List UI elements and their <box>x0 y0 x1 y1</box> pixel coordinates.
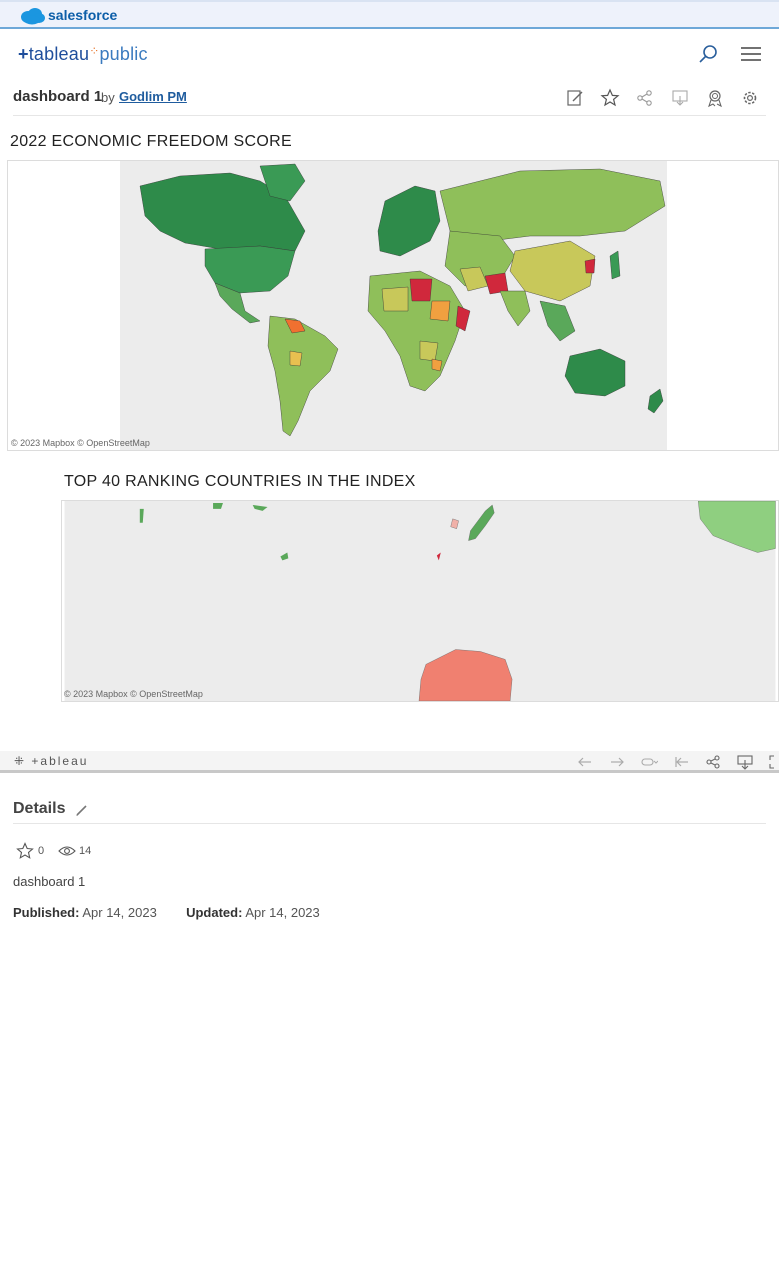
viz-title-row: dashboard 1 by Godlim PM <box>0 82 779 114</box>
header-divider <box>13 115 766 116</box>
map1-title: 2022 ECONOMIC FREEDOM SCORE <box>10 133 292 150</box>
download-icon[interactable] <box>736 754 754 770</box>
details-title: Details <box>13 800 66 817</box>
footer-toolbar <box>576 754 779 770</box>
map2-title: TOP 40 RANKING COUNTRIES IN THE INDEX <box>64 473 416 490</box>
fullscreen-icon[interactable] <box>768 754 779 770</box>
settings-icon[interactable] <box>740 88 760 108</box>
pencil-icon[interactable] <box>75 803 89 817</box>
logo-main: tableau <box>28 44 90 64</box>
edit-icon[interactable] <box>565 88 585 108</box>
undo-icon[interactable] <box>576 754 594 770</box>
favorites-count: 0 <box>38 845 45 857</box>
top40-ranking-map[interactable] <box>61 500 779 702</box>
publish-meta: Published: Apr 14, 2023 Updated: Apr 14,… <box>13 905 320 920</box>
world-freedom-map[interactable] <box>120 161 667 450</box>
updated-label: Updated: <box>186 905 243 920</box>
reset-icon[interactable] <box>672 754 690 770</box>
viz-toolbar <box>565 88 760 108</box>
logo-plus: + <box>18 44 29 64</box>
viz-name: dashboard 1 <box>13 88 103 105</box>
map1-attribution[interactable]: © 2023 Mapbox © OpenStreetMap <box>11 438 150 448</box>
redo-icon[interactable] <box>608 754 626 770</box>
tableau-footer-logo-text: +ableau <box>31 754 89 768</box>
salesforce-bar: salesforce <box>0 0 779 29</box>
published-label: Published: <box>13 905 80 920</box>
published-date: Apr 14, 2023 <box>82 905 157 920</box>
search-icon[interactable] <box>697 43 719 65</box>
hamburger-menu-icon[interactable] <box>740 45 762 63</box>
viz-description: dashboard 1 <box>13 874 86 889</box>
map2-attribution[interactable]: © 2023 Mapbox © OpenStreetMap <box>64 689 203 699</box>
share-icon[interactable] <box>704 754 722 770</box>
author-link[interactable]: Godlim PM <box>119 89 187 104</box>
star-icon[interactable] <box>600 88 620 108</box>
tableau-footer-logo[interactable]: ⁜ +ableau <box>14 754 89 768</box>
details-divider <box>13 823 766 824</box>
favorite-star-icon[interactable] <box>16 842 34 860</box>
tableau-public-logo[interactable]: +tableau⁘public <box>18 44 148 65</box>
views-count: 14 <box>79 845 92 857</box>
logo-dots: ⁘ <box>89 44 100 58</box>
download-icon[interactable] <box>670 88 690 108</box>
salesforce-cloud-icon[interactable] <box>20 7 46 25</box>
revert-icon[interactable] <box>640 754 658 770</box>
tableau-public-header: +tableau⁘public <box>0 29 779 81</box>
by-label: by <box>101 90 115 105</box>
salesforce-label[interactable]: salesforce <box>48 7 118 23</box>
badge-icon[interactable] <box>705 88 725 108</box>
share-icon[interactable] <box>635 88 655 108</box>
updated-date: Apr 14, 2023 <box>245 905 320 920</box>
logo-suffix: public <box>99 44 148 64</box>
tableau-embed-footer: ⁜ +ableau <box>0 751 779 773</box>
eye-icon <box>58 846 76 856</box>
